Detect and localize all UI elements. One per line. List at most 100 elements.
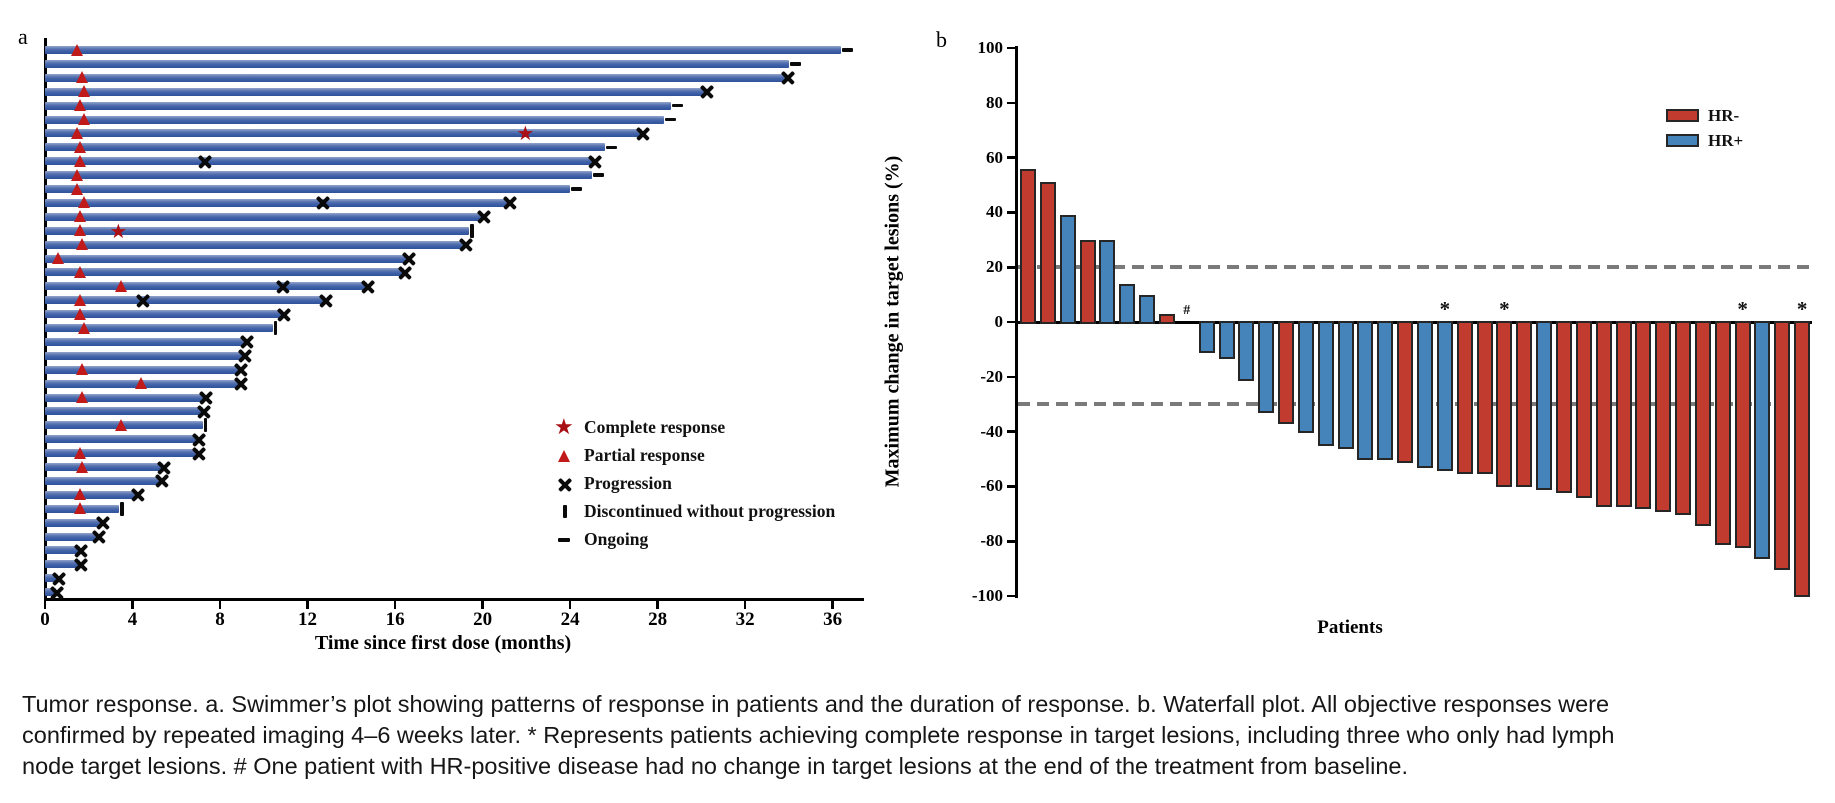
swimmer-x-tick <box>656 601 659 609</box>
waterfall-y-tick-label: 40 <box>986 202 1003 222</box>
partial-response-triangle-icon <box>73 446 86 459</box>
swimmer-x-axis <box>44 598 864 601</box>
progression-x-icon <box>135 292 151 308</box>
progression-x-icon <box>557 476 573 492</box>
progression-x-icon <box>699 84 715 100</box>
waterfall-y-tick <box>1007 375 1015 379</box>
waterfall-bar <box>1516 321 1533 488</box>
waterfall-bar <box>1278 321 1295 425</box>
ongoing-dash-icon <box>593 173 604 177</box>
waterfall-y-tick <box>1007 320 1015 324</box>
waterfall-bar <box>1694 321 1711 526</box>
waterfall-bar <box>1337 321 1354 450</box>
partial-response-triangle-icon <box>75 460 88 473</box>
swimmer-bar <box>45 254 409 263</box>
progression-x-icon <box>196 403 212 419</box>
waterfall-bar <box>1258 321 1275 414</box>
reference-line <box>1018 265 1812 270</box>
partial-response-triangle-icon <box>73 140 86 153</box>
hash-annotation: # <box>1183 303 1191 318</box>
waterfall-bar <box>1039 182 1056 324</box>
progression-x-icon <box>49 584 65 600</box>
partial-response-triangle-icon <box>558 450 570 462</box>
swimmer-y-axis <box>44 38 47 601</box>
progression-x-icon <box>502 195 518 211</box>
waterfall-y-tick-label: -20 <box>980 366 1003 386</box>
waterfall-bar <box>1417 321 1433 469</box>
swimmer-bar <box>45 435 199 444</box>
swimmer-x-tick <box>568 601 572 609</box>
waterfall-bar <box>1079 239 1096 324</box>
figure-caption: Tumor response. a. Swimmer’s plot showin… <box>22 689 1822 782</box>
partial-response-triangle-icon <box>71 43 84 56</box>
swimmer-bar <box>45 324 273 332</box>
waterfall-bar <box>1099 239 1116 324</box>
ongoing-dash-icon <box>571 187 583 191</box>
swimmer-x-tick-label: 0 <box>40 609 50 630</box>
legend-swatch <box>1666 134 1699 147</box>
progression-x-icon <box>276 306 292 322</box>
waterfall-bar <box>1675 321 1692 515</box>
legend-label: Ongoing <box>584 529 649 549</box>
waterfall-bar <box>1555 321 1572 493</box>
waterfall-bar <box>1794 321 1811 597</box>
partial-response-triangle-icon <box>75 238 88 251</box>
partial-response-triangle-icon <box>134 377 147 390</box>
waterfall-bar <box>1615 321 1632 507</box>
partial-response-triangle-icon <box>115 279 128 292</box>
panel-a-label: a <box>18 24 28 49</box>
waterfall-y-tick <box>1007 266 1015 269</box>
asterisk-annotation: * <box>1439 297 1451 321</box>
waterfall-x-axis-title: Patients <box>1317 617 1383 638</box>
waterfall-bar <box>1496 321 1513 488</box>
waterfall-bar <box>1238 321 1255 381</box>
swimmer-x-tick <box>131 601 134 609</box>
partial-response-triangle-icon <box>71 182 84 195</box>
swimmer-x-tick-label: 8 <box>215 609 225 630</box>
progression-x-icon <box>197 153 213 169</box>
partial-response-triangle-icon <box>73 265 86 278</box>
partial-response-triangle-icon <box>71 168 84 181</box>
partial-response-triangle-icon <box>73 99 86 112</box>
progression-x-icon <box>318 292 334 308</box>
swimmer-x-tick <box>481 601 484 609</box>
progression-x-icon <box>780 70 796 86</box>
waterfall-y-tick-label: 80 <box>986 92 1003 112</box>
waterfall-y-tick-label: 20 <box>986 257 1003 277</box>
discontinued-tick-icon <box>273 321 278 335</box>
swimmer-bar <box>45 518 102 527</box>
swimmer-bar <box>45 532 98 541</box>
waterfall-y-tick-label: 60 <box>986 147 1003 167</box>
waterfall-bar <box>1734 321 1751 548</box>
swimmer-bar <box>45 393 205 402</box>
swimmer-bar <box>45 337 247 346</box>
waterfall-bar <box>1754 321 1771 559</box>
swimmer-bar <box>45 282 367 291</box>
partial-response-triangle-icon <box>75 71 88 84</box>
partial-response-triangle-icon <box>115 418 128 431</box>
legend-label: Partial response <box>584 445 705 465</box>
swimmer-bar <box>45 560 80 569</box>
swimmer-x-tick <box>743 601 747 609</box>
partial-response-triangle-icon <box>77 196 90 209</box>
progression-x-icon <box>154 473 170 489</box>
legend-label: Progression <box>584 473 672 493</box>
waterfall-bar <box>1635 321 1652 510</box>
partial-response-triangle-icon <box>75 391 88 403</box>
swimmer-bar <box>45 365 240 374</box>
waterfall-bar <box>1357 321 1374 460</box>
waterfall-bar <box>1595 321 1612 507</box>
swimmer-bar <box>45 129 643 138</box>
asterisk-annotation: * <box>1499 297 1510 321</box>
waterfall-bar <box>1297 321 1314 433</box>
swimmer-bar <box>45 310 284 319</box>
swimmer-bar <box>45 101 671 110</box>
partial-response-triangle-icon <box>71 126 84 139</box>
waterfall-bar <box>1198 321 1215 354</box>
waterfall-y-tick <box>1007 156 1015 159</box>
progression-x-icon <box>476 209 492 225</box>
swimmer-bar <box>45 476 161 485</box>
legend-label: Complete response <box>584 417 726 437</box>
swimmer-bar <box>45 407 203 416</box>
caption-line: Tumor response. a. Swimmer’s plot showin… <box>22 691 1610 717</box>
